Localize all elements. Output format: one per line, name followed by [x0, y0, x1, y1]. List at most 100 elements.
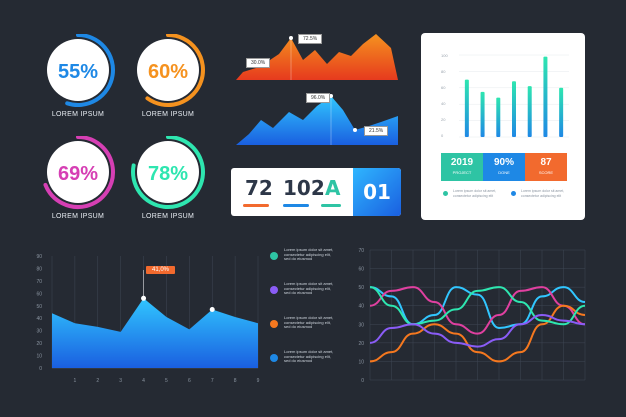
area-xtick: 3 — [119, 378, 122, 384]
panel-stat-2-value: 90% — [493, 157, 514, 168]
ring-svg-4: 78% — [131, 135, 205, 209]
stat-2-underline — [283, 204, 309, 207]
line-chart: 0 10 20 30 40 50 60 70 — [358, 248, 586, 384]
area-ytick: 70 — [36, 279, 42, 285]
area-xtick: 2 — [96, 378, 99, 384]
orange-area — [236, 34, 398, 80]
stat-3-underline — [321, 204, 341, 207]
area-xtick: 6 — [188, 378, 191, 384]
area-xtick: 7 — [211, 378, 214, 384]
area-ytick: 40 — [36, 316, 42, 322]
area-chart: 0 10 20 30 40 50 60 70 80 90 1 2 3 4 5 6 7 8 9 — [36, 254, 259, 384]
area-ytick: 10 — [36, 354, 42, 360]
ring-value-2: 60% — [148, 61, 188, 83]
panel-bar — [480, 91, 485, 137]
area-ytick: 30 — [36, 329, 42, 335]
ring-svg-2: 60% — [137, 33, 205, 107]
panel-stat-2-label: DONE — [498, 170, 510, 175]
panel-bars — [464, 56, 564, 137]
stat-3: A — [325, 176, 341, 200]
area-xtick: 5 — [165, 378, 168, 384]
line-ytick: 30 — [358, 322, 364, 328]
area-ytick: 60 — [36, 291, 42, 297]
stat-1: 72 — [245, 176, 273, 200]
area-points — [141, 270, 215, 313]
blue-marker-2 — [353, 128, 357, 132]
area-xticks: 1 2 3 4 5 6 7 8 9 — [73, 378, 259, 384]
panel-bar — [543, 56, 548, 137]
panel-stat-done: 90% DONE — [483, 153, 525, 181]
ring-label-4: LOREM IPSUM — [141, 213, 195, 220]
orange-marker-1 — [289, 36, 293, 40]
panel-legend-text-1: Lorem ipsum dolor sit amet, consectetur … — [453, 189, 497, 198]
line-ytick: 0 — [361, 378, 364, 384]
blue-tag-1: 96.0% — [306, 93, 331, 103]
panel-axis-100: 100 — [441, 53, 448, 58]
legend-dot-3 — [270, 320, 278, 328]
panel-bar — [559, 87, 564, 137]
ring-svg-3: 69% — [43, 135, 115, 209]
line-series-2 — [369, 286, 586, 335]
ring-widget-3: 69% — [40, 135, 130, 226]
stat-1-underline — [243, 204, 269, 207]
line-ytick: 20 — [358, 341, 364, 347]
panel-bar — [496, 97, 501, 137]
area-ytick: 90 — [36, 254, 42, 260]
area-fill — [52, 298, 258, 368]
line-series-4 — [369, 286, 586, 326]
blue-area-chart — [236, 94, 398, 145]
legend-text-3: Lorem ipsum dolor sit amet, consectetur … — [284, 315, 334, 329]
area-annotation: 41,0% — [146, 266, 176, 274]
area-xtick: 9 — [257, 378, 260, 384]
ring-progress-arc-1 — [65, 33, 115, 107]
ring-value-1: 55% — [58, 61, 98, 83]
line-yticks: 0 10 20 30 40 50 60 70 — [358, 248, 364, 384]
legend-text-2: Lorem ipsum dolor sit amet, consectetur … — [284, 281, 334, 295]
line-ytick: 50 — [358, 285, 364, 291]
blue-area — [236, 96, 398, 145]
line-series — [369, 286, 586, 363]
panel-axis-20: 20 — [441, 117, 446, 122]
stat-4: 01 — [353, 168, 401, 216]
legend-dot-2 — [270, 286, 278, 294]
stat-card: 72 102 A 01 — [231, 168, 401, 216]
ring-progress-arc-3 — [43, 135, 115, 209]
panel-stat-1-value: 2019 — [450, 157, 474, 168]
legend-text-4: Lorem ipsum dolor sit amet, consectetur … — [284, 349, 334, 363]
ring-widget-2: 60% — [130, 33, 220, 124]
line-ytick: 60 — [358, 267, 364, 273]
ring-value-4: 78% — [148, 163, 188, 185]
panel-bar-chart — [459, 54, 569, 138]
panel-axis-40: 40 — [441, 101, 446, 106]
panel-legend-text-2: Lorem ipsum dolor sit amet, consectetur … — [521, 189, 565, 198]
panel-bar — [527, 86, 532, 137]
ring-progress-arc-2 — [145, 33, 205, 107]
panel-stat-3-value: 87 — [540, 157, 552, 168]
area-ytick: 20 — [36, 341, 42, 347]
panel-stat-1-label: PROJECT — [452, 170, 472, 175]
orange-tag-2: 30.0% — [246, 58, 271, 68]
panel-axis-60: 60 — [441, 85, 446, 90]
panel-stat-score: 87 SCORE — [525, 153, 567, 181]
ring-progress-arc-4 — [131, 135, 205, 209]
area-marker — [209, 307, 215, 313]
bar-panel: 100 80 60 40 20 0 2019 PROJECT 90% DONE … — [421, 33, 585, 220]
ring-label-2: LOREM IPSUM — [141, 111, 195, 118]
legend-text-1: Lorem ipsum dolor sit amet, consectetur … — [284, 247, 334, 261]
ring-widget-4: 78% — [130, 135, 220, 226]
ring-label-3: LOREM IPSUM — [51, 213, 105, 220]
line-ytick: 70 — [358, 248, 364, 254]
stat-2: 102 — [283, 176, 325, 200]
area-ytick: 50 — [36, 304, 42, 310]
orange-tag-1: 72.5% — [298, 34, 323, 44]
line-ytick: 40 — [358, 304, 364, 310]
panel-bar — [512, 81, 516, 137]
ring-svg-1: 55% — [47, 33, 115, 107]
legend-dot-4 — [270, 354, 278, 362]
panel-legend-dot-1 — [443, 191, 448, 196]
panel-stat-3-label: SCORE — [538, 170, 554, 175]
line-series-5 — [369, 313, 586, 348]
ring-widget-1: 55% — [40, 33, 130, 124]
area-xtick: 4 — [142, 378, 145, 384]
area-xtick: 8 — [234, 378, 237, 384]
